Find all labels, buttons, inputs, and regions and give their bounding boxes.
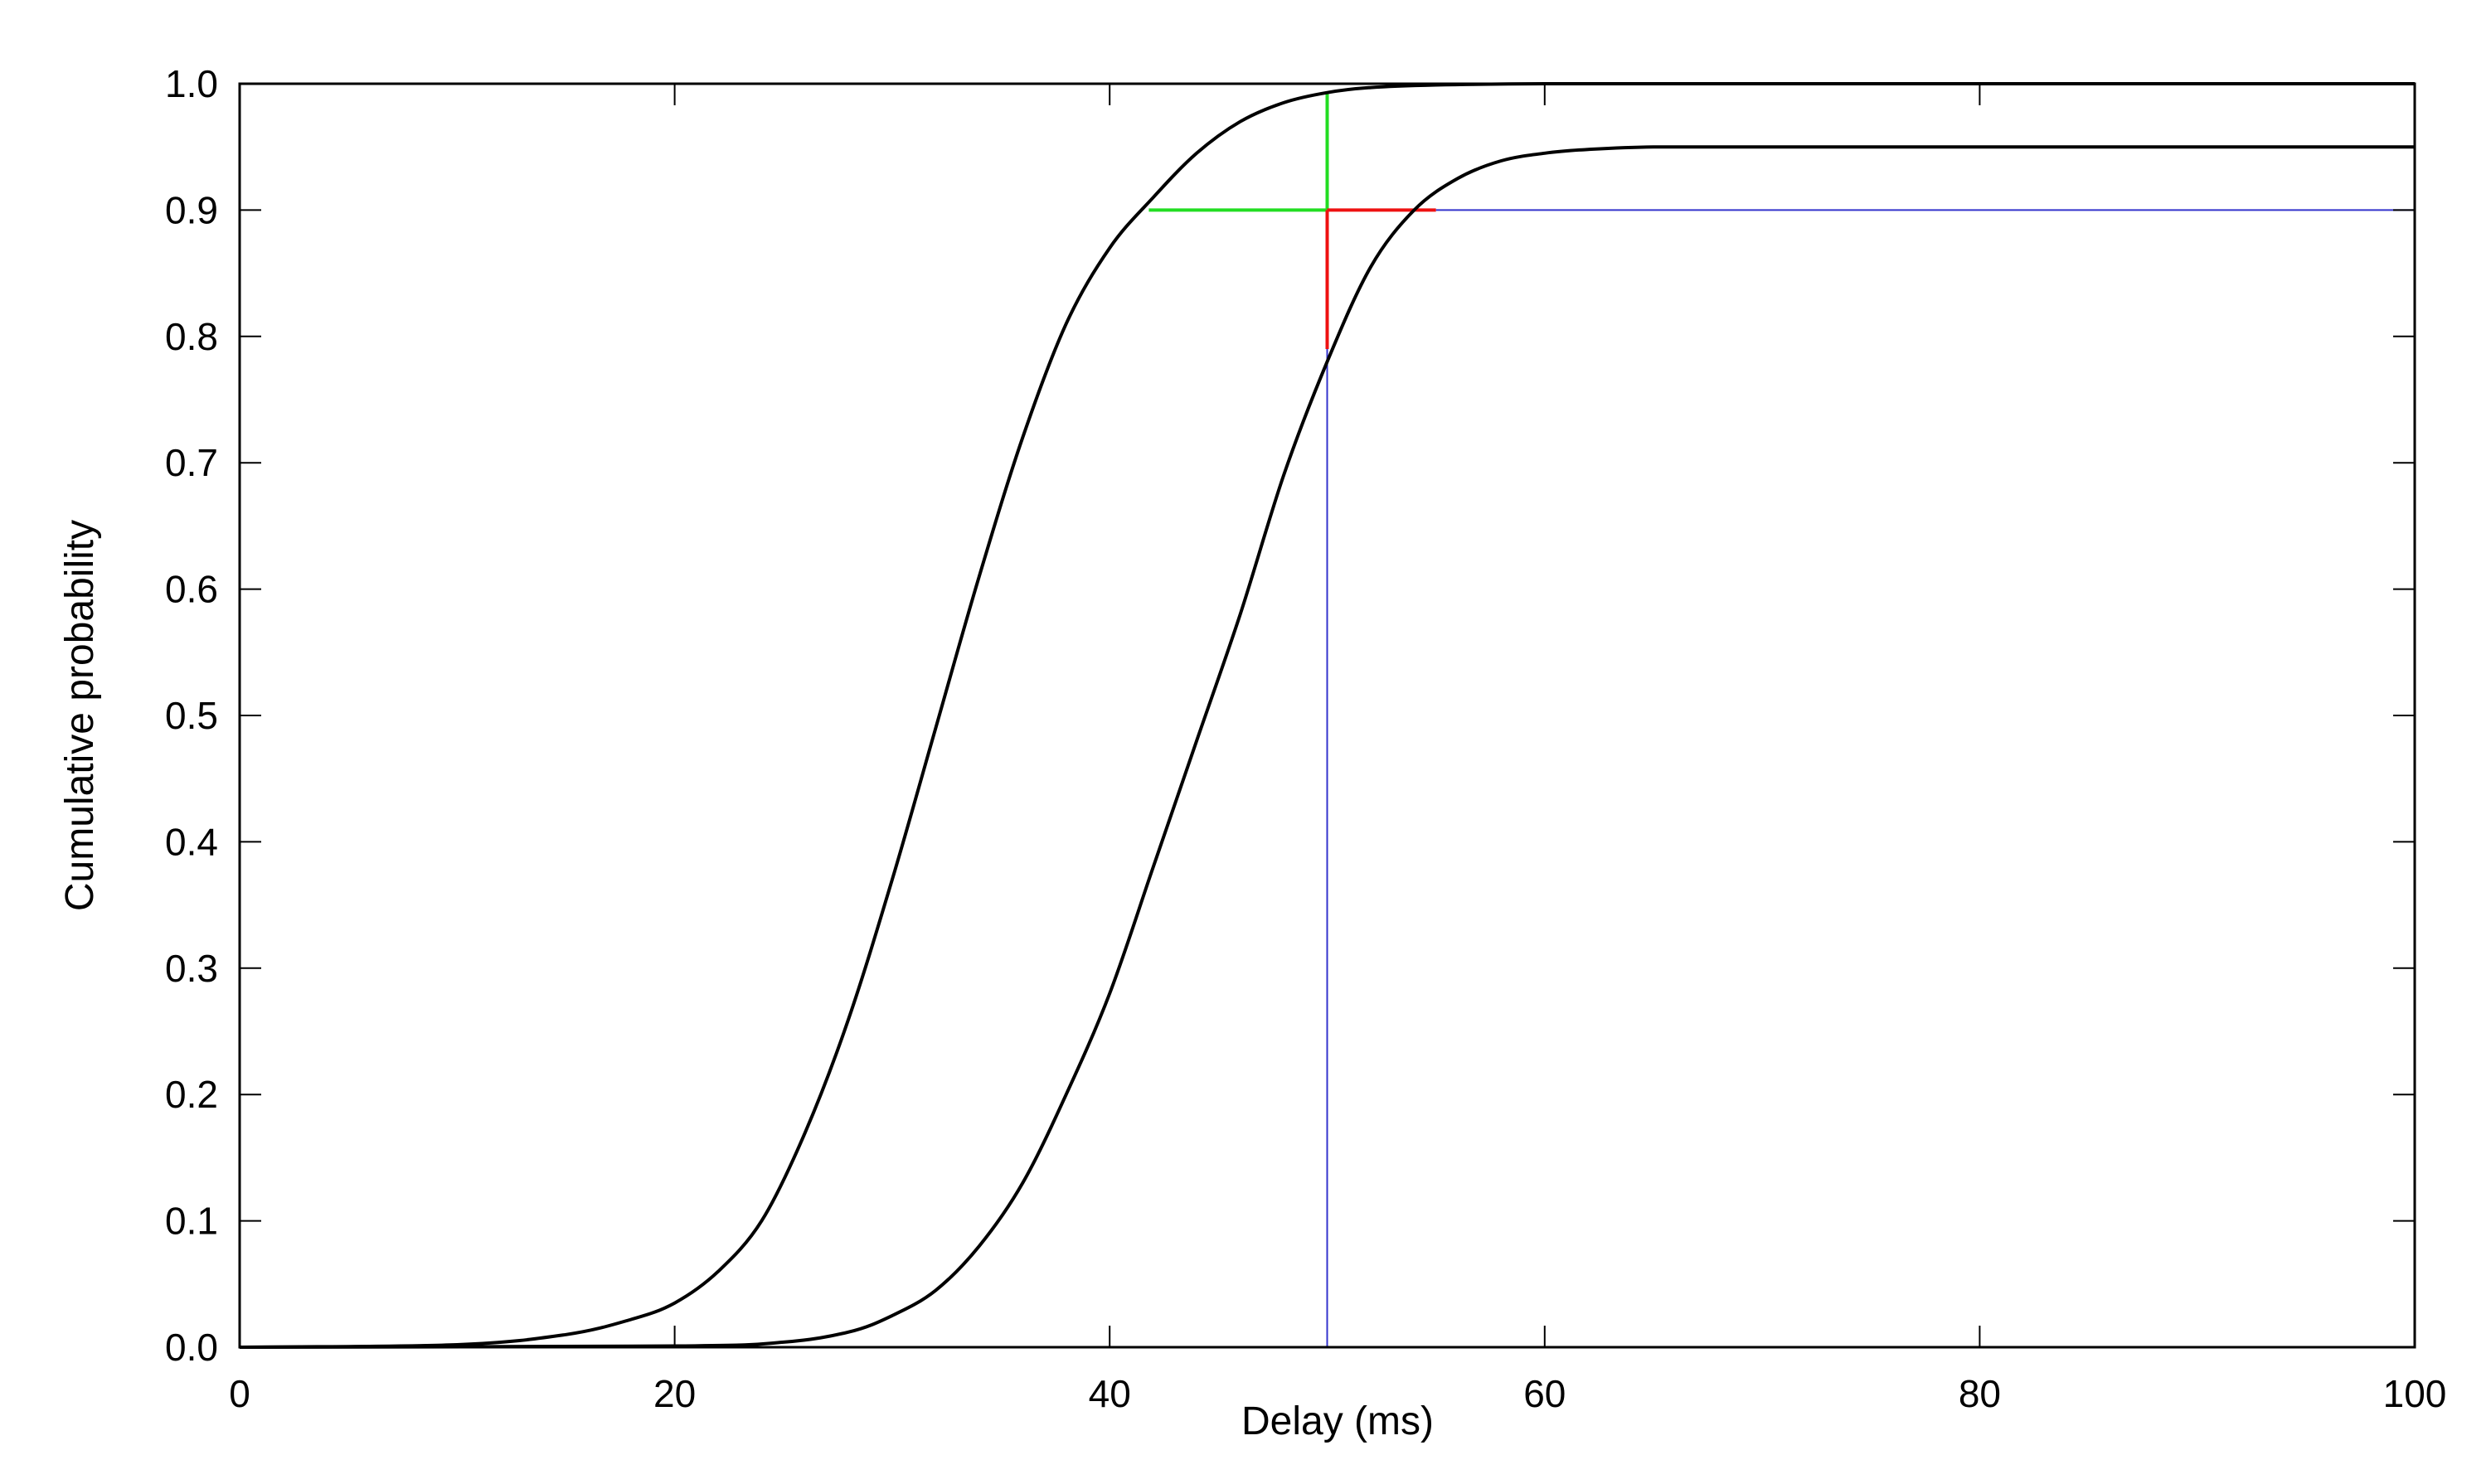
y-tick-label: 0.7	[165, 441, 218, 484]
x-axis-title: Delay (ms)	[1241, 1399, 1434, 1443]
y-tick-label: 0.8	[165, 315, 218, 358]
x-tick-label: 100	[2383, 1372, 2447, 1415]
y-tick-label: 0.3	[165, 947, 218, 990]
x-tick-label: 60	[1523, 1372, 1566, 1415]
y-tick-label: 0.5	[165, 694, 218, 737]
series-line-2	[239, 145, 2415, 1349]
ticks	[239, 83, 2416, 1348]
y-tick-label: 0.9	[165, 188, 218, 231]
y-tick-label: 0.1	[165, 1200, 218, 1243]
y-tick-label: 1.0	[165, 62, 218, 105]
x-tick-label: 20	[653, 1372, 696, 1415]
y-tick-label: 0.0	[165, 1326, 218, 1369]
x-tick-label: 40	[1089, 1372, 1131, 1415]
y-tick-label: 0.4	[165, 820, 218, 863]
y-tick-label: 0.6	[165, 568, 218, 611]
y-tick-label: 0.2	[165, 1073, 218, 1116]
x-tick-label: 0	[229, 1372, 250, 1415]
tick-labels: 0 20 40 60 80 100 0.0 0.1 0.2 0.3 0.4 0.5 0.6 0.7 0.8 0…	[165, 62, 2446, 1415]
annotation-lines	[1148, 92, 2415, 1347]
x-tick-label: 80	[1959, 1372, 2001, 1415]
y-axis-title: Cumulative probability	[58, 520, 102, 911]
